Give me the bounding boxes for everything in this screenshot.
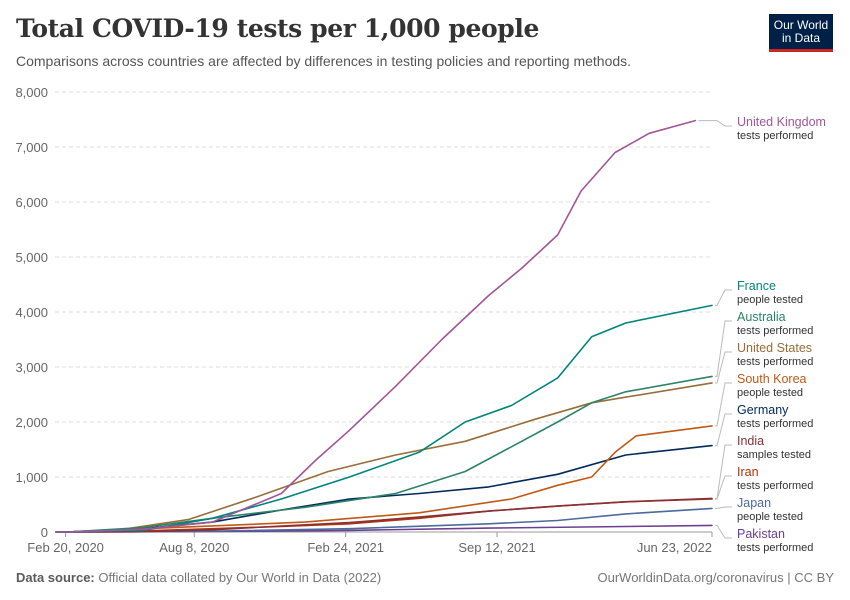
series-label: Australia: [737, 310, 786, 324]
series-unit-label: people tested: [737, 511, 803, 523]
series-unit-label: people tested: [737, 294, 803, 306]
label-connector: [715, 320, 732, 377]
series-label: India: [737, 434, 764, 448]
label-connector: [715, 444, 732, 499]
x-axis: Feb 20, 2020 Aug 8, 2020 Feb 24, 2021 Sep 1…: [27, 532, 713, 555]
y-tick-label: 0: [41, 525, 48, 540]
series-label: Japan: [737, 496, 771, 510]
label-connector: [715, 351, 732, 384]
label-connector: [715, 413, 732, 447]
label-connector: [715, 475, 732, 500]
series-line: [55, 497, 713, 533]
data-source-text: Official data collated by Our World in D…: [98, 570, 382, 585]
series-lines: [55, 119, 713, 533]
series-label: South Korea: [737, 372, 807, 386]
label-connector: [715, 382, 732, 427]
label-connector: [715, 506, 732, 509]
x-tick-label: Feb 20, 2020: [27, 540, 104, 555]
series-label: Pakistan: [737, 527, 785, 541]
series-line: [55, 382, 713, 533]
series-line: [55, 375, 713, 533]
series-unit-label: people tested: [737, 387, 803, 399]
y-tick-label: 4,000: [15, 305, 48, 320]
y-tick-label: 3,000: [15, 360, 48, 375]
y-tick-label: 8,000: [15, 85, 48, 100]
chart-title: Total COVID-19 tests per 1,000 people: [16, 14, 539, 43]
series-unit-label: tests performed: [737, 418, 813, 430]
source-url[interactable]: OurWorldinData.org/coronavirus | CC BY: [597, 570, 834, 585]
label-connector: [715, 524, 732, 539]
series-unit-label: tests performed: [737, 325, 813, 337]
chart-subtitle: Comparisons across countries are affecte…: [16, 53, 632, 69]
series-label: United States: [737, 341, 812, 355]
y-tick-label: 6,000: [15, 195, 48, 210]
x-tick-label: Sep 12, 2021: [458, 540, 535, 555]
owid-logo[interactable]: Our World in Data: [769, 14, 833, 52]
y-tick-label: 1,000: [15, 470, 48, 485]
series-unit-label: tests performed: [737, 542, 813, 554]
logo-line-1: Our World: [773, 18, 829, 32]
series-line: [55, 119, 697, 533]
y-tick-label: 7,000: [15, 140, 48, 155]
series-unit-label: tests performed: [737, 130, 813, 142]
x-tick-label: Feb 24, 2021: [307, 540, 384, 555]
series-line: [55, 304, 713, 533]
series-line: [55, 425, 713, 533]
series-label: Iran: [737, 465, 759, 479]
series-label: United Kingdom: [737, 115, 826, 129]
series-unit-label: tests performed: [737, 480, 813, 492]
data-source-label: Data source:: [16, 570, 95, 585]
label-connector: [698, 120, 732, 127]
series-label: France: [737, 279, 776, 293]
series-label: Germany: [737, 403, 789, 417]
label-connector: [715, 289, 732, 306]
series-unit-label: tests performed: [737, 356, 813, 368]
logo-line-2: in Data: [781, 31, 821, 45]
grid-lines: 0 1,000 2,000 3,000 4,000 5,000 6,000 7,000 8,00…: [15, 85, 712, 540]
data-source: Data source: Official data collated by O…: [16, 570, 381, 585]
x-tick-label: Aug 8, 2020: [159, 540, 229, 555]
y-tick-label: 2,000: [15, 415, 48, 430]
x-tick-label: Jun 23, 2022: [637, 540, 712, 555]
series-unit-label: samples tested: [737, 449, 811, 461]
y-tick-label: 5,000: [15, 250, 48, 265]
